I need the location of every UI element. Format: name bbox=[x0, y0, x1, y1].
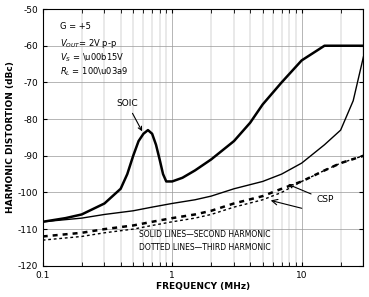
Text: $V_S$ = \u00b15V: $V_S$ = \u00b15V bbox=[59, 51, 124, 64]
Y-axis label: HARMONIC DISTORTION (dBc): HARMONIC DISTORTION (dBc) bbox=[6, 61, 14, 213]
X-axis label: FREQUENCY (MHz): FREQUENCY (MHz) bbox=[156, 282, 250, 291]
Text: SOIC: SOIC bbox=[117, 99, 142, 130]
Text: G = +5: G = +5 bbox=[59, 22, 90, 31]
Text: $V_{OUT}$= 2V p-p: $V_{OUT}$= 2V p-p bbox=[59, 37, 117, 50]
Text: SOLID LINES—SECOND HARMONIC: SOLID LINES—SECOND HARMONIC bbox=[139, 230, 270, 239]
Text: $R_L$ = 100\u03a9: $R_L$ = 100\u03a9 bbox=[59, 66, 128, 78]
Text: DOTTED LINES—THIRD HARMONIC: DOTTED LINES—THIRD HARMONIC bbox=[139, 243, 270, 252]
Text: CSP: CSP bbox=[289, 184, 334, 204]
